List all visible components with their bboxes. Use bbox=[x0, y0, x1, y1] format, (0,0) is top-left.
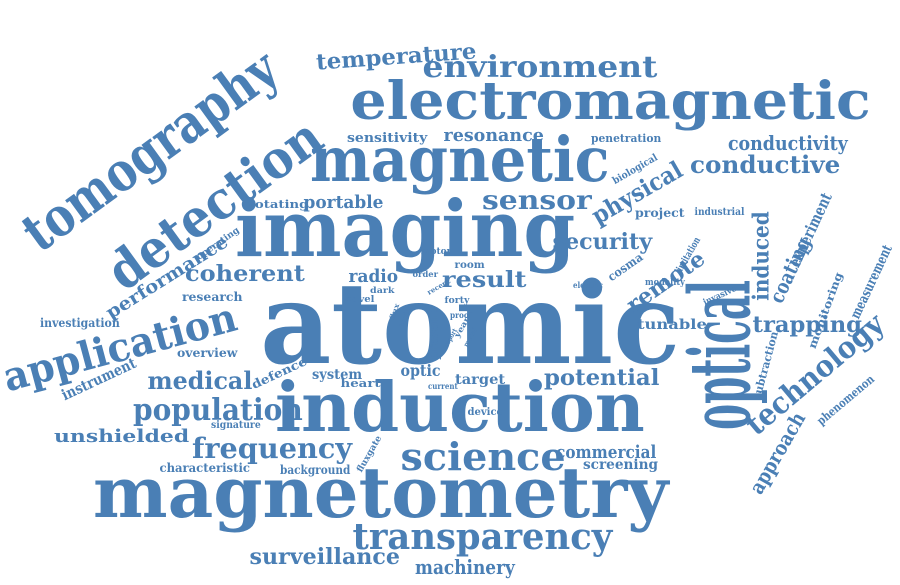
word-resonance: resonance bbox=[442, 125, 544, 146]
word-transparency: transparency bbox=[352, 516, 612, 558]
word-frequency: frequency bbox=[191, 432, 353, 465]
word-overview: overview bbox=[177, 346, 238, 360]
word-order: order bbox=[412, 269, 438, 279]
word-signature: signature bbox=[210, 420, 261, 431]
word-science: science bbox=[400, 434, 566, 479]
word-electromagnetic: electromagnetic bbox=[349, 71, 871, 132]
word-coherent: coherent bbox=[185, 261, 305, 287]
word-research: research bbox=[182, 290, 243, 304]
word-dark: dark bbox=[369, 285, 394, 295]
word-system: system bbox=[312, 367, 363, 383]
word-electric: electric bbox=[573, 280, 603, 290]
word-tunable: tunable bbox=[636, 317, 707, 333]
word-medical: medical bbox=[147, 366, 253, 395]
word-trapping: trapping bbox=[752, 312, 862, 338]
word-proof: proof bbox=[449, 310, 472, 320]
word-modality: modality bbox=[644, 277, 685, 288]
word-forty: forty bbox=[444, 295, 470, 306]
word-optic: optic bbox=[400, 361, 441, 380]
word-magnetometry: magnetometry bbox=[92, 451, 668, 534]
word-project: project bbox=[635, 206, 685, 220]
word-penetration: penetration bbox=[591, 131, 662, 145]
word-portable: portable bbox=[303, 192, 383, 213]
word-unshielded: unshielded bbox=[53, 426, 189, 447]
word-commercial: commercial bbox=[556, 442, 657, 463]
word-present: present bbox=[425, 310, 442, 360]
word-atomic: atomic bbox=[260, 259, 681, 390]
word-current: current bbox=[427, 381, 458, 391]
word-characteristic: characteristic bbox=[158, 461, 250, 475]
word-population: population bbox=[132, 393, 303, 428]
word-industrial: industrial bbox=[693, 207, 744, 218]
word-screening: screening bbox=[582, 457, 658, 473]
word-background: background bbox=[280, 463, 351, 477]
word-radio: radio bbox=[347, 266, 398, 287]
word-surveillance: surveillance bbox=[248, 544, 400, 570]
word-conductivity: conductivity bbox=[727, 131, 848, 155]
word-sensor: sensor bbox=[482, 186, 592, 216]
word-security: security bbox=[552, 229, 652, 255]
word-rotating: rotating bbox=[247, 197, 309, 211]
word-sensitivity: sensitivity bbox=[346, 130, 428, 146]
word-conductive: conductive bbox=[690, 150, 841, 179]
word-environment: environment bbox=[422, 50, 658, 85]
word-imaging: imaging bbox=[234, 184, 576, 275]
word-magnetic: magnetic bbox=[309, 123, 610, 196]
word-investigation: investigation bbox=[39, 316, 120, 330]
word-room: room bbox=[454, 260, 485, 271]
word-machinery: machinery bbox=[415, 555, 515, 579]
word-device: device bbox=[467, 407, 503, 418]
word-heart: heart bbox=[340, 376, 380, 390]
word-target: target bbox=[454, 372, 506, 388]
word-novel: novel bbox=[344, 294, 374, 305]
word-potential: potential bbox=[543, 365, 659, 391]
word-result: result bbox=[441, 267, 526, 293]
word-motor: motor bbox=[421, 246, 452, 257]
word-induction: induction bbox=[274, 368, 645, 448]
word-experiment: experiment bbox=[784, 189, 836, 270]
